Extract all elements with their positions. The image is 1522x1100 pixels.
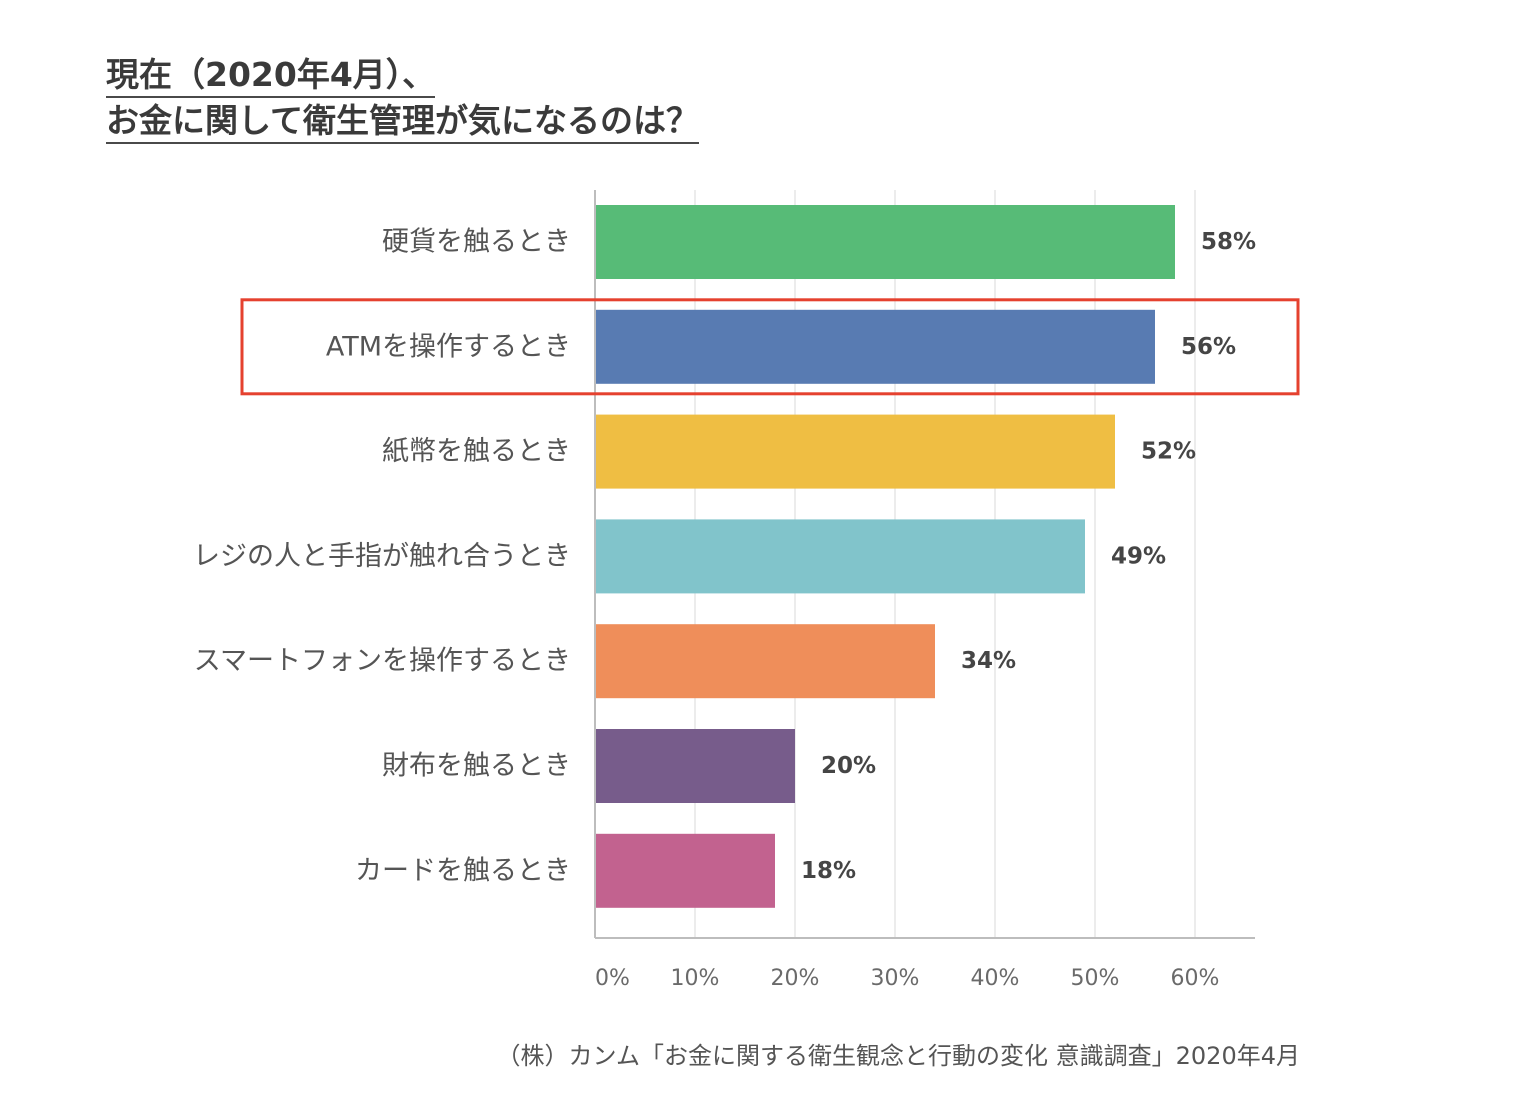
value-label: 52% <box>1141 439 1196 465</box>
chart-title-line-1: 現在（2020年4月）、 <box>106 54 436 98</box>
bar <box>595 414 1115 489</box>
source-note: （株）カンム「お金に関する衛生観念と行動の変化 意識調査」2020年4月 <box>496 1042 1301 1070</box>
x-tick-label: 30% <box>871 966 920 991</box>
chart-title: 現在（2020年4月）、 お金に関して衛生管理が気になるのは？ <box>106 52 700 144</box>
x-tick-label: 20% <box>771 966 820 991</box>
category-label: カードを触るとき <box>355 855 571 886</box>
category-label: ATMを操作するとき <box>326 331 571 362</box>
bar <box>595 519 1085 594</box>
category-label: スマートフォンを操作するとき <box>194 646 571 677</box>
value-label: 20% <box>821 753 876 779</box>
bars <box>595 205 1175 908</box>
value-label: 18% <box>801 858 856 884</box>
category-label: 硬貨を触るとき <box>382 227 571 258</box>
axes <box>594 190 1255 939</box>
bar <box>595 309 1155 384</box>
category-label: 紙幣を触るとき <box>382 436 571 467</box>
highlight-box <box>240 298 1300 396</box>
x-tick-label: 10% <box>671 966 720 991</box>
x-tick-label: 40% <box>971 966 1020 991</box>
x-tick-label: 0% <box>595 966 630 991</box>
category-label: 財布を触るとき <box>382 751 571 782</box>
x-tick-label: 60% <box>1171 966 1220 991</box>
value-labels: 58% 56% 52% 49% 34% 20% 18% <box>801 229 1256 884</box>
value-label: 56% <box>1181 334 1236 360</box>
bar <box>595 624 935 699</box>
value-label: 34% <box>961 648 1016 674</box>
highlight-frame <box>240 298 1300 396</box>
value-label: 49% <box>1111 543 1166 569</box>
category-labels: 硬貨を触るとき ATMを操作するとき紙幣を触るときレジの人と手指が触れ合うときスマ… <box>193 227 571 887</box>
x-tick-labels: 0% 10% 20% 30% 40% 50% 60% <box>595 966 1219 991</box>
bar <box>595 205 1175 279</box>
bar <box>595 833 775 908</box>
x-tick-label: 50% <box>1071 966 1120 991</box>
bar <box>595 729 795 803</box>
value-label: 58% <box>1201 229 1256 255</box>
chart-title-line-2: お金に関して衛生管理が気になるのは？ <box>106 100 700 144</box>
category-label: レジの人と手指が触れ合うとき <box>193 541 571 572</box>
